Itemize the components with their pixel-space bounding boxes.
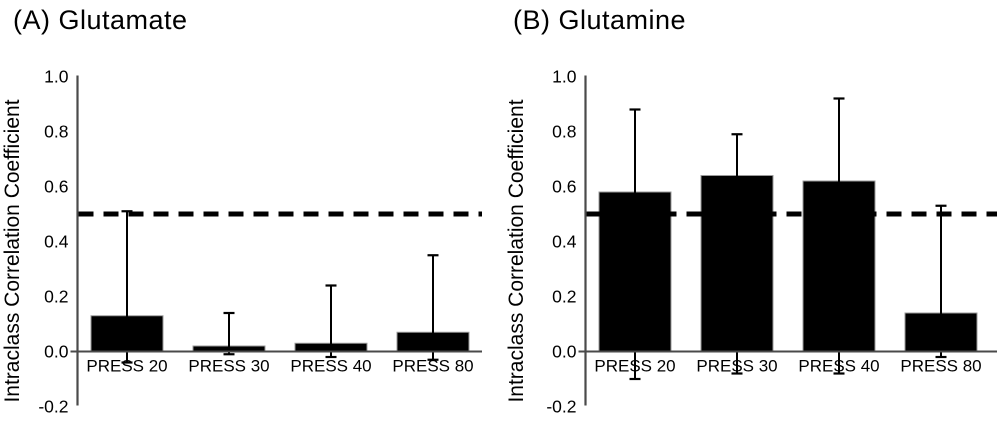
y-tick-label: 0.0 (44, 342, 69, 362)
x-tick-label: PRESS 20 (86, 357, 167, 376)
x-tick-label: PRESS 30 (696, 357, 777, 376)
y-tick-label: 0.4 (552, 232, 577, 252)
y-tick-label: 0.6 (44, 177, 68, 197)
y-tick-label: 0.2 (44, 287, 68, 307)
y-tick-label: 0.8 (44, 122, 68, 142)
y-tick-label: 0.4 (44, 232, 69, 252)
panel-b: 1.0 0.8 0.6 0.4 0.2 0.0 -0.2 PRESS 20 PRESS 30 PR… (546, 67, 997, 417)
y-tick-label: 0.2 (552, 287, 576, 307)
panel-b-title: (B) Glutamine (513, 5, 687, 35)
x-tick-label: PRESS 20 (594, 357, 675, 376)
y-tick-label: 1.0 (552, 67, 577, 87)
x-tick-label: PRESS 40 (798, 357, 879, 376)
panel-b-y-axis-label: Intraclass Correlation Coefficient (505, 99, 528, 403)
y-tick-label: 0.8 (552, 122, 576, 142)
x-tick-label: PRESS 40 (290, 357, 371, 376)
y-tick-label: -0.2 (546, 397, 576, 417)
y-tick-label: 1.0 (44, 67, 69, 87)
y-tick-label: -0.2 (38, 397, 68, 417)
x-tick-label: PRESS 80 (900, 357, 981, 376)
panel-a-y-axis-label: Intraclass Correlation Coefficient (1, 99, 24, 403)
y-tick-label: 0.0 (552, 342, 577, 362)
x-tick-label: PRESS 80 (392, 357, 473, 376)
y-tick-label: 0.6 (552, 177, 576, 197)
panel-a-title: (A) Glutamate (13, 5, 188, 35)
x-tick-label: PRESS 30 (188, 357, 269, 376)
panel-a: 1.0 0.8 0.6 0.4 0.2 0.0 -0.2 PRESS 20 PRESS 30 PR… (38, 67, 482, 417)
